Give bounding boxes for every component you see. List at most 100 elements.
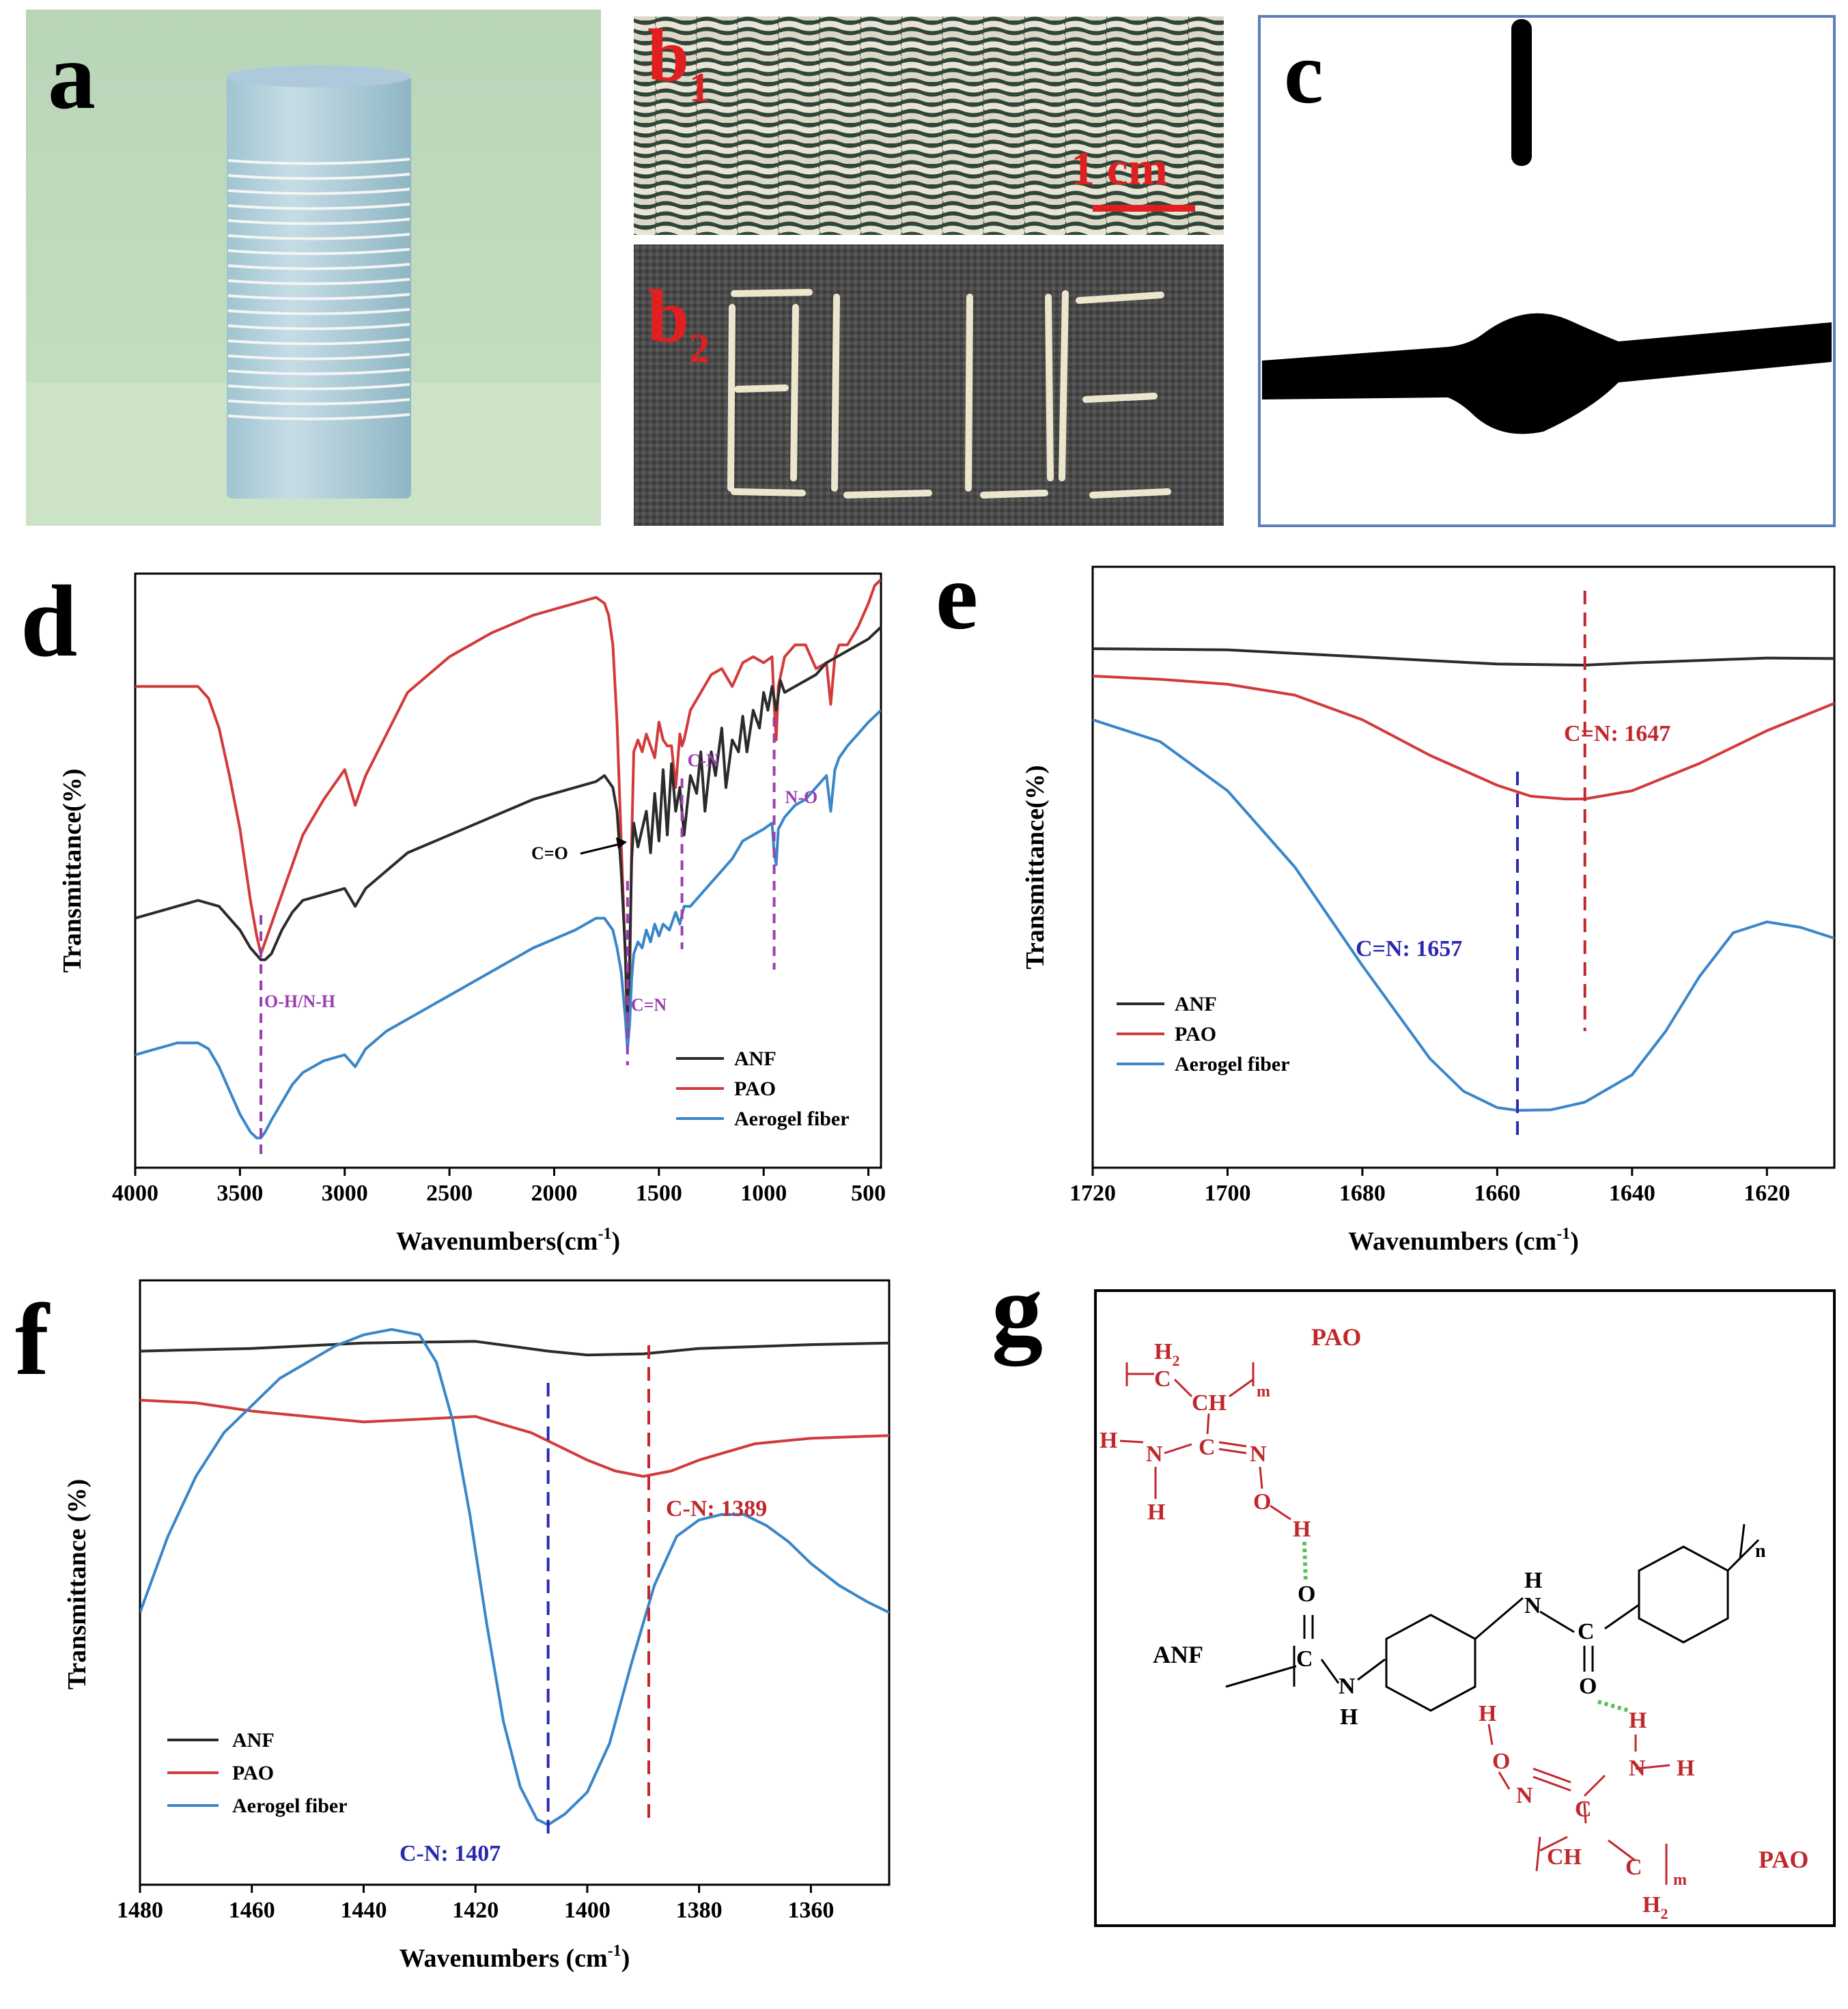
roll-top	[227, 66, 411, 87]
pao-top-n: N	[1250, 1442, 1267, 1467]
woven-fibers	[634, 16, 1224, 235]
pao-bottom-c2: C	[1625, 1855, 1642, 1880]
fiber-letters	[727, 289, 1171, 498]
pao-top-h2: H2	[1154, 1339, 1179, 1369]
series-line-anf	[140, 1340, 889, 1357]
plot-frame	[1091, 565, 1836, 1169]
x-tick-label: 2000	[531, 1181, 577, 1206]
pao-top-c: C	[1154, 1366, 1171, 1392]
anf-atoms: ANF C O N H H N C O n	[1153, 1541, 1766, 1730]
roll-fiber-wrap	[227, 413, 410, 421]
anf-label: ANF	[1153, 1641, 1203, 1668]
scale-bar-label: 1 cm	[1071, 143, 1168, 195]
panel-g-structure: H2 C C H m PAO C H N H N O H	[1094, 1289, 1836, 1927]
panel-label-b2: b2	[647, 275, 710, 371]
plot-frame	[134, 572, 882, 1169]
legend-entry: Aerogel fiber	[1175, 1053, 1290, 1076]
series-line-anf	[135, 626, 881, 1015]
hbond-top	[1302, 1541, 1308, 1584]
anf-n1: N	[1339, 1674, 1356, 1699]
panel-label-a: a	[48, 23, 96, 129]
series-line-anf	[1093, 647, 1834, 666]
x-tick-label: 1620	[1744, 1181, 1790, 1206]
x-tick-label: 3000	[322, 1181, 368, 1206]
pao-top-label: PAO	[1311, 1323, 1361, 1351]
series-line-pao	[135, 578, 881, 1039]
panel-a-photo: a	[26, 10, 601, 526]
pao-top-h-left: H	[1100, 1428, 1117, 1453]
peak-annotation: C=O	[531, 843, 568, 863]
roll-fiber-wrap	[227, 383, 410, 391]
x-tick-label: 1420	[452, 1898, 499, 1923]
pao-bottom-m: m	[1673, 1871, 1687, 1889]
legend-entry: Aerogel fiber	[232, 1795, 348, 1817]
hbond-bottom	[1597, 1700, 1629, 1713]
c-o-arrow	[580, 842, 624, 855]
x-tick-label: 1500	[636, 1181, 682, 1206]
panel-label-d: d	[20, 565, 77, 678]
fiber-with-droplet	[1262, 313, 1832, 434]
roll-fiber-wrap	[227, 323, 410, 331]
hydrogen-bonds	[1302, 1541, 1629, 1713]
roll-fiber-wrap	[227, 278, 410, 285]
peak-annotation: C=N	[631, 995, 667, 1015]
roll-fiber-wrap	[227, 308, 410, 315]
series-line-aerogel-fiber	[1093, 718, 1834, 1112]
fabric-background	[634, 244, 1224, 526]
legend-entry: ANF	[734, 1048, 776, 1070]
legend-entry: ANF	[232, 1729, 275, 1752]
peak-annotation: N-O	[785, 787, 818, 807]
panel-b2-photo: b2	[634, 244, 1224, 526]
y-axis-label: Transmittance(%)	[1021, 765, 1050, 969]
anf-c1: C	[1296, 1646, 1313, 1672]
pao-top-o: O	[1253, 1489, 1271, 1515]
panel-b1-photo: b1 1 cm	[634, 14, 1224, 235]
anf-h2: H	[1524, 1568, 1542, 1593]
roll-fiber-wrap	[227, 158, 410, 165]
x-axis-label: Wavenumbers (cm-1)	[400, 1942, 630, 1973]
pao-top-h-hbond: H	[1293, 1517, 1311, 1542]
anf-c2: C	[1578, 1619, 1595, 1644]
x-tick-label: 1440	[340, 1898, 387, 1923]
roll-fiber-wrap	[227, 248, 410, 255]
roll-fiber-wrap	[227, 188, 410, 195]
x-tick-label: 2500	[426, 1181, 473, 1206]
x-tick-label: 1700	[1204, 1181, 1250, 1206]
pao-bottom-label: PAO	[1759, 1846, 1808, 1873]
needle	[1511, 19, 1532, 166]
pao-bottom-h2: H2	[1642, 1892, 1668, 1922]
x-tick-label: 1460	[229, 1898, 275, 1923]
peak-annotation-pao: C=N: 1647	[1564, 721, 1670, 746]
chart-e-ftir-cn: 1720 1700 1680 1660 1640 1620 Wavenumbers (cm-…	[1021, 565, 1836, 1256]
peak-annotation: O-H/N-H	[264, 992, 335, 1011]
x-tick-label: 3500	[216, 1181, 263, 1206]
x-tick-label: 1680	[1339, 1181, 1386, 1206]
pao-bottom-c: C	[1575, 1797, 1592, 1822]
pao-top-bonds	[1119, 1362, 1291, 1521]
pao-top-group: H2 C CH m PAO C H N H N O H	[1100, 1323, 1361, 1542]
peak-annotation-aerogel: C-N: 1407	[400, 1841, 501, 1866]
panel-label-b1: b1	[647, 14, 710, 110]
x-tick-label: 1480	[117, 1898, 163, 1923]
c-o-arrowhead	[616, 837, 627, 849]
pao-bottom-n-right: N	[1629, 1756, 1646, 1781]
x-tick-label: 1000	[740, 1181, 787, 1206]
plot-frame	[139, 1279, 891, 1886]
pao-bottom-h-left: H	[1479, 1701, 1496, 1726]
peak-annotation-pao: C-N: 1389	[666, 1496, 767, 1521]
roll-fiber-wrap	[227, 203, 410, 210]
anf-bonds	[1225, 1523, 1760, 1712]
legend-entry: PAO	[1175, 1023, 1216, 1045]
roll-fiber-wrap	[227, 368, 410, 376]
x-tick-label: 1380	[676, 1898, 723, 1923]
scale-bar	[1093, 205, 1195, 212]
pao-top-m: m	[1257, 1383, 1270, 1401]
legend-entry: PAO	[734, 1078, 776, 1100]
pao-bottom-atoms: H O N C H N H CH C H2 m PAO	[1479, 1701, 1808, 1922]
x-axis-label: Wavenumbers (cm-1)	[1348, 1225, 1579, 1256]
peak-annotation-aerogel: C=N: 1657	[1356, 936, 1462, 961]
x-tick-label: 1660	[1474, 1181, 1520, 1206]
chart-d-ftir-full: 4000 3500 3000 2500 2000 1500 1000 500 Wavenumbe…	[58, 572, 886, 1256]
y-axis-label: Transmittance(%)	[58, 768, 87, 972]
